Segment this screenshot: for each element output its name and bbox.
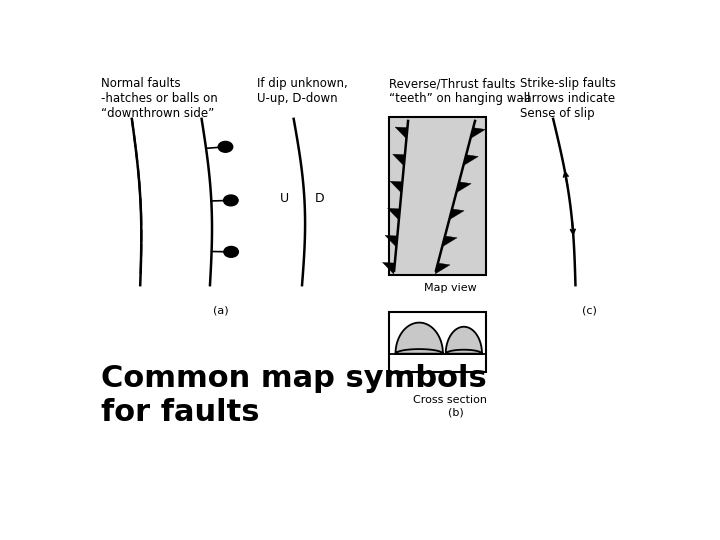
Polygon shape xyxy=(395,322,443,354)
Text: Map view: Map view xyxy=(423,283,477,293)
Bar xyxy=(389,117,486,275)
Polygon shape xyxy=(456,182,471,193)
Polygon shape xyxy=(387,208,400,220)
Text: (b): (b) xyxy=(448,408,464,418)
Polygon shape xyxy=(470,127,485,138)
Text: D: D xyxy=(315,192,324,205)
Circle shape xyxy=(218,141,233,152)
Polygon shape xyxy=(382,262,395,274)
Polygon shape xyxy=(392,154,405,166)
Circle shape xyxy=(224,246,238,257)
Polygon shape xyxy=(395,127,408,139)
Text: If dip unknown,
U-up, D-down: If dip unknown, U-up, D-down xyxy=(258,77,348,105)
Text: Cross section: Cross section xyxy=(413,395,487,406)
Text: (c): (c) xyxy=(582,306,597,316)
Polygon shape xyxy=(442,236,457,247)
Text: U: U xyxy=(279,192,289,205)
Text: (a): (a) xyxy=(213,306,229,316)
Text: Strike-slip faults
-arrows indicate
Sense of slip: Strike-slip faults -arrows indicate Sens… xyxy=(520,77,616,120)
Polygon shape xyxy=(435,263,450,274)
Polygon shape xyxy=(385,235,397,247)
Circle shape xyxy=(224,195,238,206)
Polygon shape xyxy=(449,209,464,220)
Polygon shape xyxy=(446,327,482,354)
Text: Common map symbols
for faults: Common map symbols for faults xyxy=(101,364,487,427)
Text: Reverse/Thrust faults
“teeth” on hanging wall: Reverse/Thrust faults “teeth” on hanging… xyxy=(389,77,530,105)
Polygon shape xyxy=(390,181,402,193)
Polygon shape xyxy=(464,155,478,166)
Text: Normal faults
-hatches or balls on
“downthrown side”: Normal faults -hatches or balls on “down… xyxy=(101,77,218,120)
Bar xyxy=(389,312,486,373)
